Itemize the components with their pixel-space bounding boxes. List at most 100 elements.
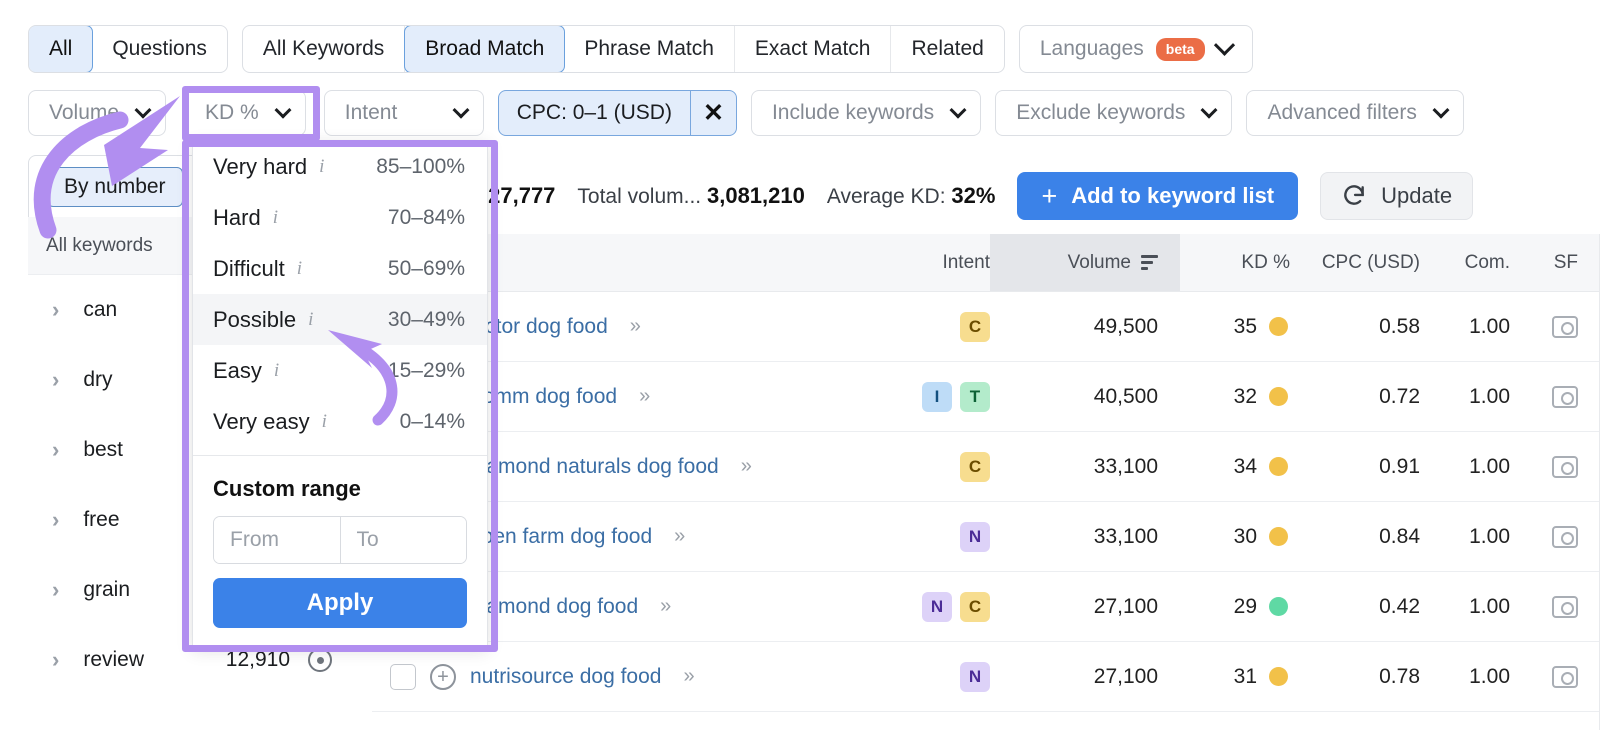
column-header-cpc[interactable]: CPC (USD) — [1321, 251, 1420, 273]
range-to-input[interactable] — [340, 517, 466, 563]
expand-chevrons-icon[interactable]: » — [683, 665, 695, 687]
sidebar-group-dry[interactable]: › dry — [28, 345, 368, 415]
table-cell-kd: 34 — [1180, 432, 1290, 501]
tab-related[interactable]: Related — [911, 37, 984, 60]
serp-features-icon[interactable] — [1552, 385, 1578, 408]
keywords-table: Keyword Intent Volume KD % CPC (USD) Com… — [372, 234, 1600, 730]
table-cell-cpc: 0.78 — [1379, 664, 1420, 688]
sidebar-group-can[interactable]: › can — [28, 275, 368, 345]
chevron-down-icon — [274, 101, 292, 119]
serp-features-icon[interactable] — [1552, 665, 1578, 688]
kd-option-list: Very hard i 85–100% Hard i 70–84% Difficult i 50… — [193, 141, 487, 447]
filter-chip-cpc[interactable]: CPC: 0–1 (USD) ✕ — [497, 90, 737, 136]
filter-advanced[interactable]: Advanced filters — [1246, 90, 1464, 136]
tab-exact-match[interactable]: Exact Match — [735, 26, 892, 72]
keyword-link[interactable]: victor dog food — [470, 314, 608, 338]
expand-chevrons-icon[interactable]: » — [674, 525, 686, 547]
filter-include-keywords[interactable]: Include keywords — [750, 90, 982, 136]
kd-dropdown-panel: Very hard i 85–100% Hard i 70–84% Difficult i 50… — [192, 140, 488, 647]
table-cell-keyword: + nutrisource dog food » — [372, 642, 862, 711]
keyword-link[interactable]: fromm dog food — [470, 384, 618, 408]
match-type-tabs: All Keywords Broad Match Phrase Match Ex… — [241, 25, 1005, 73]
expand-chevrons-icon[interactable]: » — [639, 385, 651, 407]
question-type-tabs: All Questions — [28, 25, 228, 73]
apply-button[interactable]: Apply — [213, 578, 467, 628]
info-icon[interactable]: i — [272, 206, 278, 228]
sidebar-group-best[interactable]: › best — [28, 415, 368, 485]
eye-icon[interactable] — [308, 648, 332, 672]
info-icon[interactable]: i — [296, 257, 303, 279]
keyword-link[interactable]: nutrisource dog food — [470, 664, 662, 688]
add-to-keyword-list-button[interactable]: + Add to keyword list — [1017, 172, 1299, 220]
intent-badge: T — [960, 381, 990, 412]
expand-chevrons-icon[interactable]: » — [740, 455, 752, 477]
keyword-link[interactable]: diamond naturals dog food — [470, 454, 719, 478]
stat-total-volume-label: Total volum... — [577, 185, 702, 208]
kd-option[interactable]: Hard i 70–84% — [193, 192, 487, 243]
serp-features-icon[interactable] — [1552, 315, 1578, 338]
kd-option[interactable]: Difficult i 50–69% — [193, 243, 487, 294]
chevron-right-icon: › — [52, 577, 60, 602]
tab-phrase-match[interactable]: Phrase Match — [564, 26, 735, 72]
column-header-kd[interactable]: KD % — [1241, 251, 1290, 273]
info-icon[interactable]: i — [308, 308, 314, 330]
info-icon[interactable]: i — [319, 155, 325, 177]
table-cell-com: 1.00 — [1469, 454, 1510, 478]
table-row[interactable]: + nutrisource dog food » N 27,100 31 0.78 1.00 — [372, 642, 1600, 712]
tab-all[interactable]: All — [28, 26, 94, 72]
expand-chevrons-icon[interactable]: » — [629, 315, 641, 337]
top-tab-bar: All Questions All Keywords Broad Match P… — [0, 22, 1600, 76]
sidebar-group-grain[interactable]: › grain — [28, 555, 368, 625]
sidebar-group-free[interactable]: › free — [28, 485, 368, 555]
chevron-right-icon: › — [52, 647, 60, 672]
table-row[interactable]: +diamond naturals dog food»C33,100340.91… — [372, 432, 1600, 502]
column-header-volume[interactable]: Volume — [990, 234, 1180, 291]
filter-exclude-keywords[interactable]: Exclude keywords — [995, 90, 1233, 136]
chevron-down-icon — [949, 101, 967, 119]
row-checkbox[interactable] — [390, 663, 416, 690]
kd-option[interactable]: Very hard i 85–100% — [193, 141, 487, 192]
range-from-input[interactable] — [214, 517, 340, 563]
serp-features-icon[interactable] — [1552, 455, 1578, 478]
kd-option-range: 30–49% — [387, 307, 465, 331]
tab-broad-match[interactable]: Broad Match — [404, 26, 566, 72]
table-cell-sf — [1510, 572, 1600, 641]
update-button[interactable]: Update — [1320, 172, 1474, 220]
kd-option[interactable]: Very easy i 0–14% — [193, 396, 487, 447]
info-icon[interactable]: i — [321, 410, 327, 432]
filter-intent[interactable]: Intent — [323, 90, 484, 136]
keyword-link[interactable]: diamond dog food — [470, 594, 639, 618]
column-header-intent[interactable]: Intent — [942, 251, 990, 273]
serp-features-icon[interactable] — [1552, 525, 1578, 548]
close-icon[interactable]: ✕ — [689, 91, 736, 135]
filter-kd[interactable]: KD % — [184, 90, 306, 136]
column-header-com[interactable]: Com. — [1464, 251, 1510, 273]
kd-value: 35 — [1233, 314, 1257, 338]
kd-option[interactable]: Possible i 30–49% — [193, 294, 487, 345]
add-keyword-icon[interactable]: + — [430, 663, 456, 690]
info-icon[interactable]: i — [273, 359, 280, 381]
kd-option[interactable]: Easy i 15–29% — [193, 345, 487, 396]
table-cell-cpc: 0.42 — [1379, 594, 1420, 618]
tab-all-keywords[interactable]: All Keywords — [243, 26, 406, 72]
table-cell-sf — [1510, 432, 1600, 501]
filter-volume[interactable]: Volume — [28, 90, 167, 136]
chevron-right-icon: › — [52, 367, 60, 392]
tab-questions[interactable]: Questions — [112, 37, 207, 60]
expand-chevrons-icon[interactable]: » — [660, 595, 672, 617]
by-number-button[interactable]: By number — [47, 166, 183, 207]
serp-features-icon[interactable] — [1552, 595, 1578, 618]
kd-value: 29 — [1233, 594, 1257, 618]
column-header-sf[interactable]: SF — [1553, 251, 1578, 273]
kd-difficulty-dot — [1269, 667, 1288, 686]
languages-dropdown[interactable]: Languages beta — [1018, 25, 1253, 73]
keyword-link[interactable]: open farm dog food — [470, 524, 653, 548]
table-cell-kd: 30 — [1180, 502, 1290, 571]
chevron-down-icon — [1200, 101, 1218, 119]
table-cell-kd: 31 — [1180, 642, 1290, 711]
table-cell-sf — [1510, 362, 1600, 431]
